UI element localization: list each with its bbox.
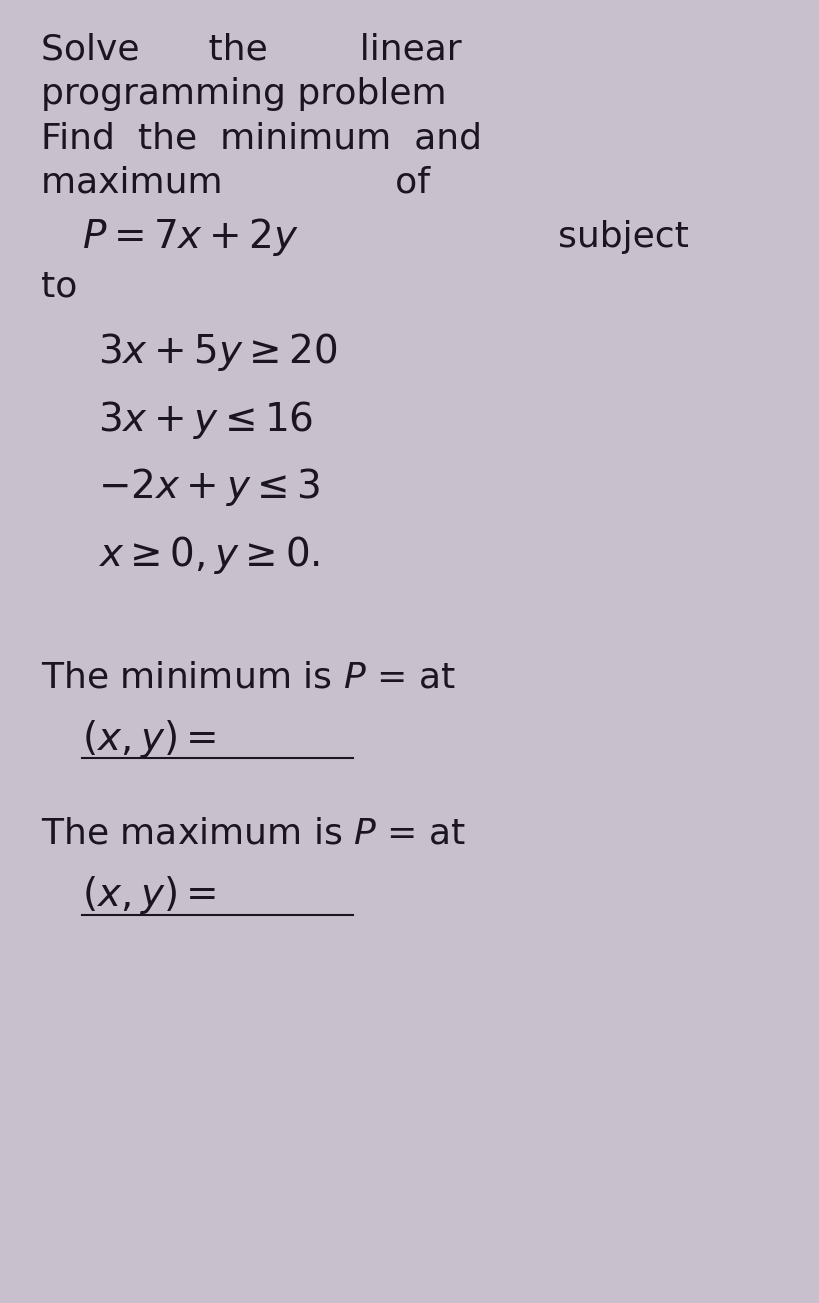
Text: Find  the  minimum  and: Find the minimum and (41, 121, 482, 155)
Text: to: to (41, 270, 77, 304)
Text: $P=7x+2y$: $P=7x+2y$ (82, 216, 298, 258)
Text: $3x + y \leq 16$: $3x + y \leq 16$ (98, 399, 314, 440)
Text: The minimum is $P$ = at: The minimum is $P$ = at (41, 661, 455, 694)
Text: $(x, y)=$: $(x, y)=$ (82, 874, 216, 916)
Text: maximum               of: maximum of (41, 165, 429, 199)
Text: $-2x + y \leq 3$: $-2x + y \leq 3$ (98, 466, 320, 508)
Text: The maximum is $P$ = at: The maximum is $P$ = at (41, 817, 465, 851)
Text: Solve      the        linear: Solve the linear (41, 33, 461, 66)
Text: $x \geq 0, y \geq 0.$: $x \geq 0, y \geq 0.$ (98, 534, 320, 576)
Text: $3x + 5y \geq 20$: $3x + 5y \geq 20$ (98, 331, 337, 373)
Text: $(x, y)=$: $(x, y)=$ (82, 718, 216, 760)
Text: programming problem: programming problem (41, 77, 446, 111)
Text: subject: subject (557, 220, 688, 254)
